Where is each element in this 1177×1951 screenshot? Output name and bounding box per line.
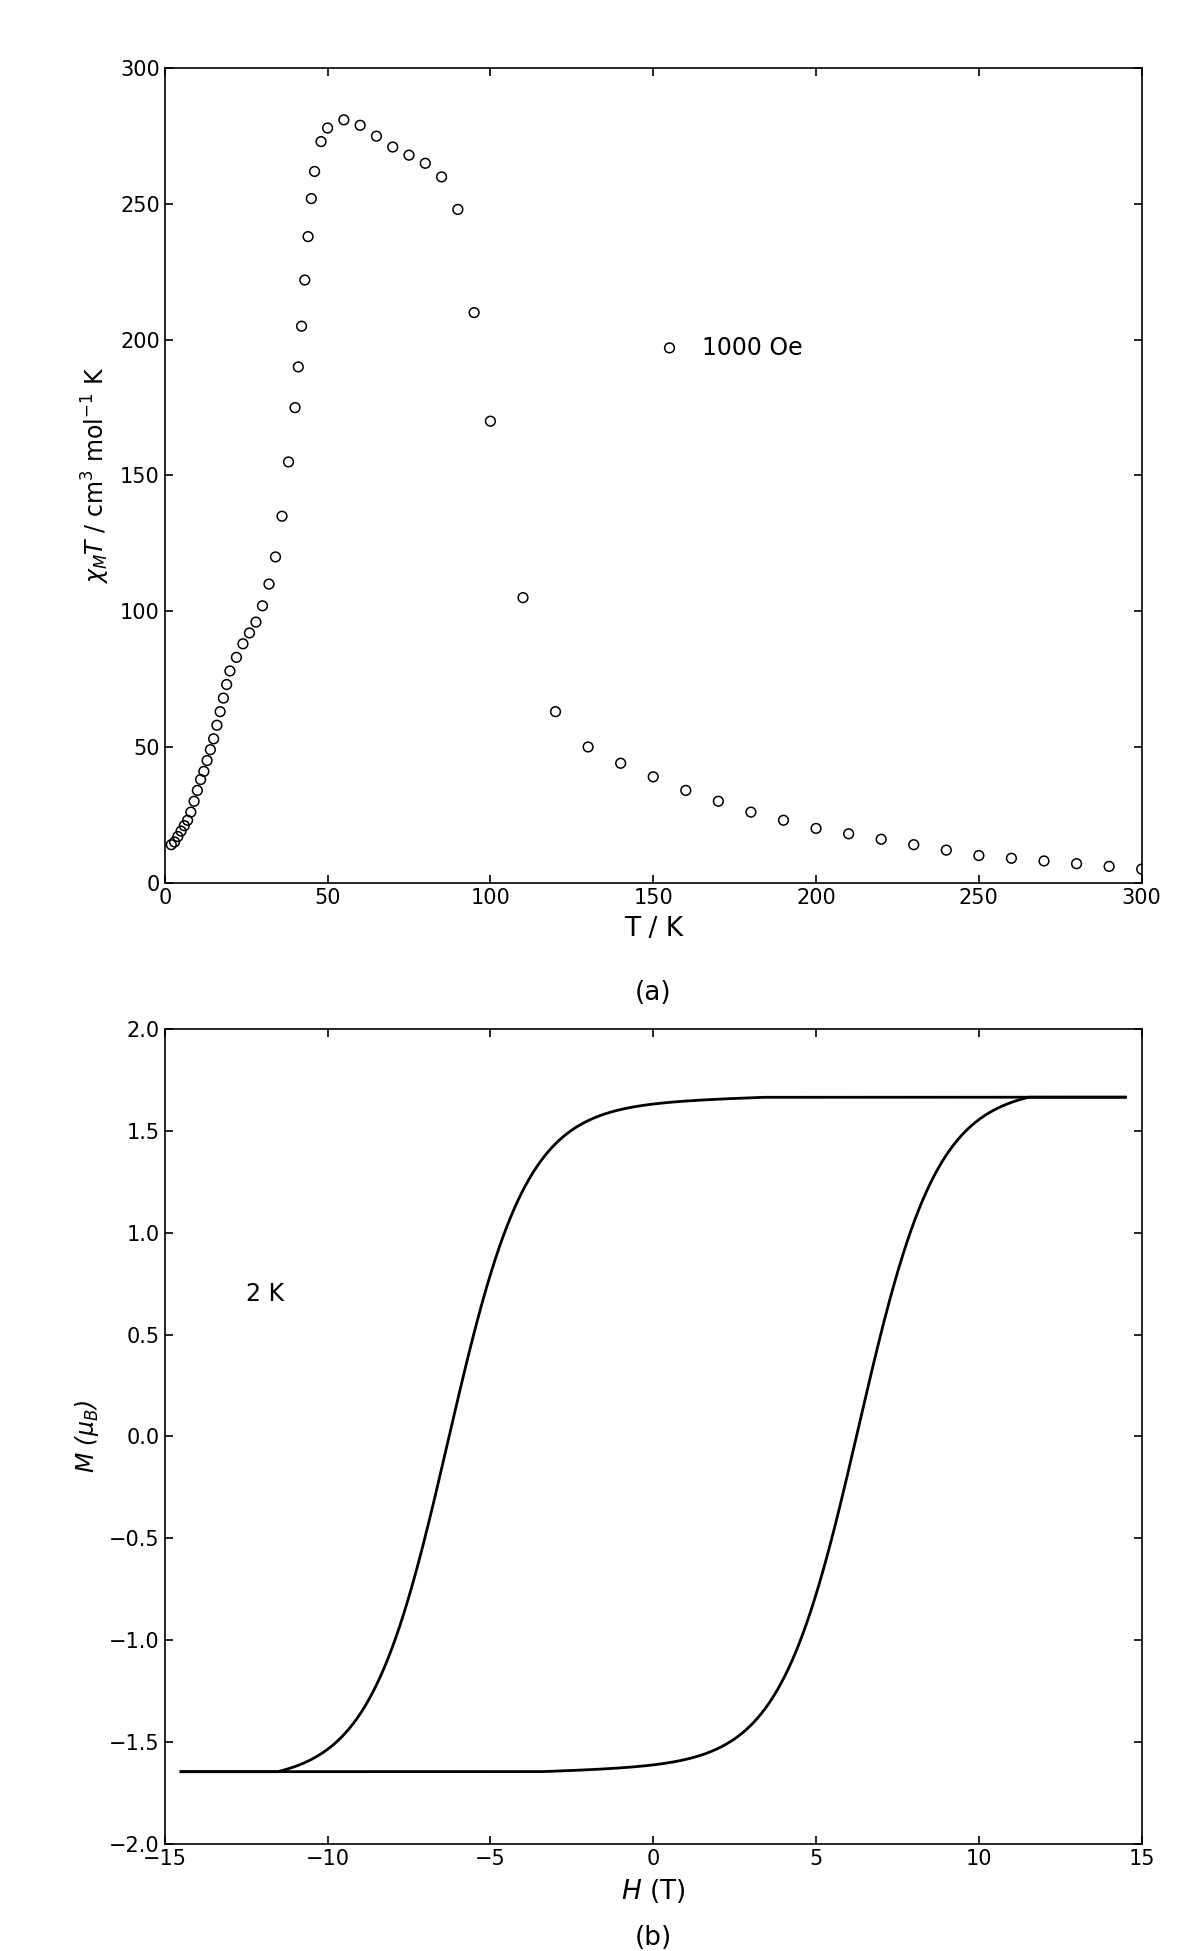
Text: (a): (a) [634, 981, 672, 1007]
Y-axis label: $M$ ($\mu_B$): $M$ ($\mu_B$) [73, 1401, 101, 1473]
Point [286, 392, 305, 423]
Point [273, 501, 292, 533]
Point [214, 683, 233, 714]
Point [299, 220, 318, 252]
Point [904, 829, 923, 860]
Point [266, 540, 285, 572]
Point [448, 193, 467, 224]
Point [246, 607, 265, 638]
Point [162, 829, 181, 860]
Point [1132, 853, 1151, 884]
Point [839, 817, 858, 849]
Point [644, 761, 663, 792]
Point [334, 103, 353, 135]
Point [305, 156, 324, 187]
Point [172, 816, 191, 847]
Point [709, 786, 727, 817]
Point [181, 796, 200, 827]
Point [660, 332, 679, 363]
Point [227, 642, 246, 673]
Point [806, 814, 825, 845]
Point [400, 140, 419, 172]
Y-axis label: $\chi_M T$ / cm$^3$ mol$^{-1}$ K: $\chi_M T$ / cm$^3$ mol$^{-1}$ K [80, 367, 112, 583]
Point [188, 775, 207, 806]
Point [1068, 849, 1086, 880]
Point [432, 162, 451, 193]
Text: (b): (b) [634, 1926, 672, 1951]
Text: 2 K: 2 K [246, 1282, 285, 1305]
Point [465, 297, 484, 328]
Point [205, 724, 224, 755]
Point [1035, 845, 1053, 876]
Point [481, 406, 500, 437]
Point [301, 183, 320, 215]
Point [253, 591, 272, 622]
Point [165, 827, 184, 858]
Point [677, 775, 696, 806]
Point [513, 581, 532, 613]
Point [194, 755, 213, 786]
Point [220, 656, 239, 687]
X-axis label: $H$ (T): $H$ (T) [621, 1877, 685, 1904]
Point [970, 841, 989, 872]
Point [178, 804, 197, 835]
Point [384, 131, 403, 162]
Point [872, 823, 891, 855]
Point [937, 835, 956, 866]
Point [168, 821, 187, 853]
Point [279, 447, 298, 478]
Point [1002, 843, 1020, 874]
Point [211, 697, 230, 728]
Point [175, 810, 194, 841]
Point [367, 121, 386, 152]
Point [774, 804, 793, 835]
Point [312, 127, 331, 158]
Point [295, 265, 314, 297]
Point [198, 745, 217, 776]
Point [611, 747, 630, 778]
Point [201, 734, 220, 765]
Point [288, 351, 307, 382]
Point [546, 697, 565, 728]
Point [185, 786, 204, 817]
Point [218, 669, 237, 700]
Point [742, 796, 760, 827]
Point [292, 310, 311, 341]
Point [207, 710, 226, 741]
Point [233, 628, 252, 659]
Point [579, 732, 598, 763]
Point [191, 765, 210, 796]
Point [318, 113, 337, 144]
Point [415, 148, 434, 179]
Point [351, 109, 370, 140]
X-axis label: T / K: T / K [624, 915, 683, 942]
Text: 1000 Oe: 1000 Oe [701, 336, 803, 359]
Point [260, 568, 279, 599]
Point [240, 617, 259, 648]
Point [1099, 851, 1118, 882]
